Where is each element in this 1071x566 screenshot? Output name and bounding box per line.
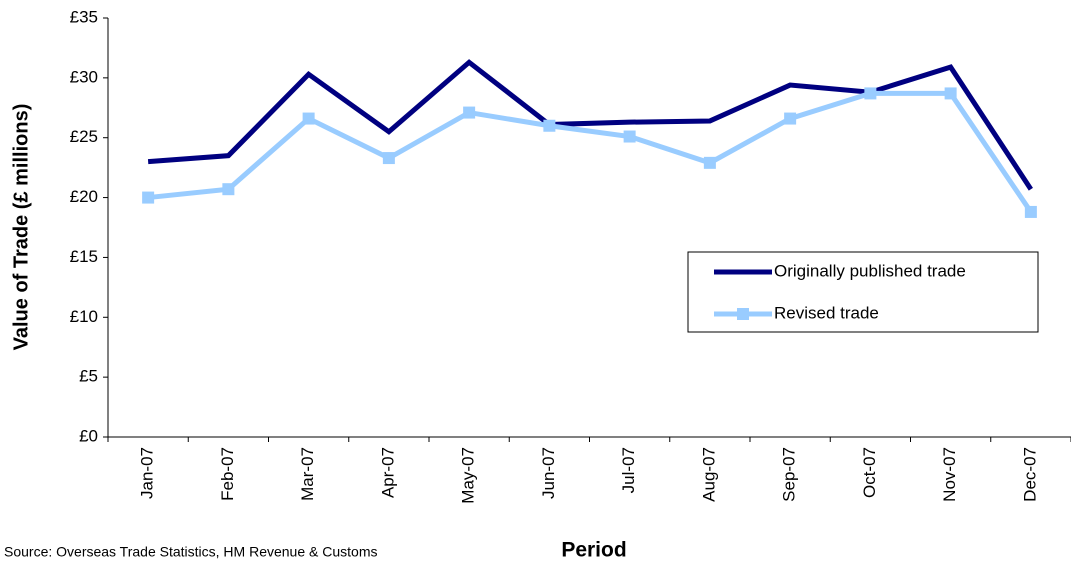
x-tick-label: Mar-07 (298, 447, 317, 501)
x-tick-label: Jan-07 (138, 447, 157, 499)
y-tick-label: £25 (70, 127, 98, 146)
y-tick-label: £0 (79, 426, 98, 445)
x-tick-label: Apr-07 (378, 447, 397, 498)
series-marker (463, 106, 476, 119)
legend-label: Revised trade (774, 303, 879, 322)
y-tick-label: £30 (70, 67, 98, 86)
series-marker (703, 156, 716, 169)
y-tick-label: £15 (70, 247, 98, 266)
y-tick-label: £20 (70, 187, 98, 206)
y-axis-label: Value of Trade (£ millions) (10, 104, 32, 351)
series-marker (142, 191, 155, 204)
y-tick-label: £35 (70, 7, 98, 26)
x-tick-label: Jul-07 (619, 447, 638, 493)
x-tick-label: Nov-07 (940, 447, 959, 502)
y-tick-label: £10 (70, 307, 98, 326)
x-tick-label: Dec-07 (1020, 447, 1039, 502)
x-tick-label: Feb-07 (218, 447, 237, 501)
series-marker (222, 183, 235, 196)
x-axis-label: Period (561, 539, 626, 562)
x-tick-label: Oct-07 (860, 447, 879, 498)
series-marker (944, 87, 957, 100)
series-line (147, 59, 1033, 191)
series-marker (864, 87, 877, 100)
x-tick-label: Sep-07 (780, 447, 799, 502)
x-tick-label: Aug-07 (699, 447, 718, 502)
y-tick-label: £5 (79, 367, 98, 386)
series-marker (1024, 205, 1037, 218)
series-line (147, 90, 1033, 214)
x-tick-label: May-07 (459, 447, 478, 504)
legend-label: Originally published trade (774, 261, 966, 280)
series-marker (543, 119, 556, 132)
x-tick-label: Jun-07 (539, 447, 558, 499)
series-marker (382, 152, 395, 165)
legend-marker (737, 308, 749, 320)
series-marker (623, 130, 636, 143)
source-note: Source: Overseas Trade Statistics, HM Re… (4, 544, 377, 560)
series-marker (784, 112, 797, 125)
series-marker (302, 112, 315, 125)
